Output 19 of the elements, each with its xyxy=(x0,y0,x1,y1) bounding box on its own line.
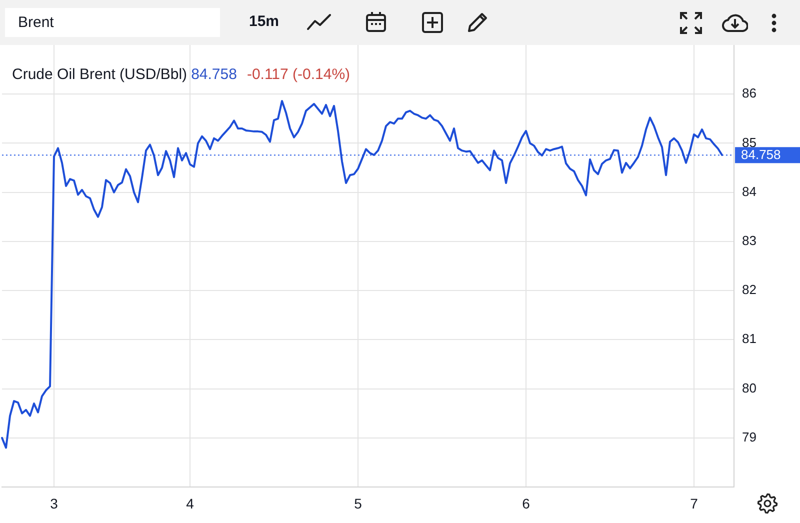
x-tick-label: 5 xyxy=(354,495,362,512)
ref-line-label: 84.758 xyxy=(741,147,781,162)
y-tick-label: 82 xyxy=(742,282,756,298)
y-tick-label: 79 xyxy=(742,429,756,444)
text: 15m xyxy=(249,13,280,30)
text: Crude Oil Brent (USD/Bbl) xyxy=(12,66,188,83)
x-tick-label: 6 xyxy=(522,495,530,512)
x-tick-label: 7 xyxy=(690,495,698,512)
y-tick-label: 81 xyxy=(742,331,756,346)
y-tick-label: 85 xyxy=(742,134,756,150)
y-tick-label: 83 xyxy=(742,233,756,248)
search-field: Brent xyxy=(5,8,220,37)
y-tick-label: 86 xyxy=(742,86,756,101)
annotation: 84.758 xyxy=(191,66,237,83)
y-tick-label: 84 xyxy=(742,184,756,199)
x-tick-label: 3 xyxy=(50,495,58,512)
annotation: -0.117 (-0.14%) xyxy=(246,66,350,83)
y-tick-label: 80 xyxy=(742,380,756,396)
x-tick-label: 4 xyxy=(186,495,194,512)
